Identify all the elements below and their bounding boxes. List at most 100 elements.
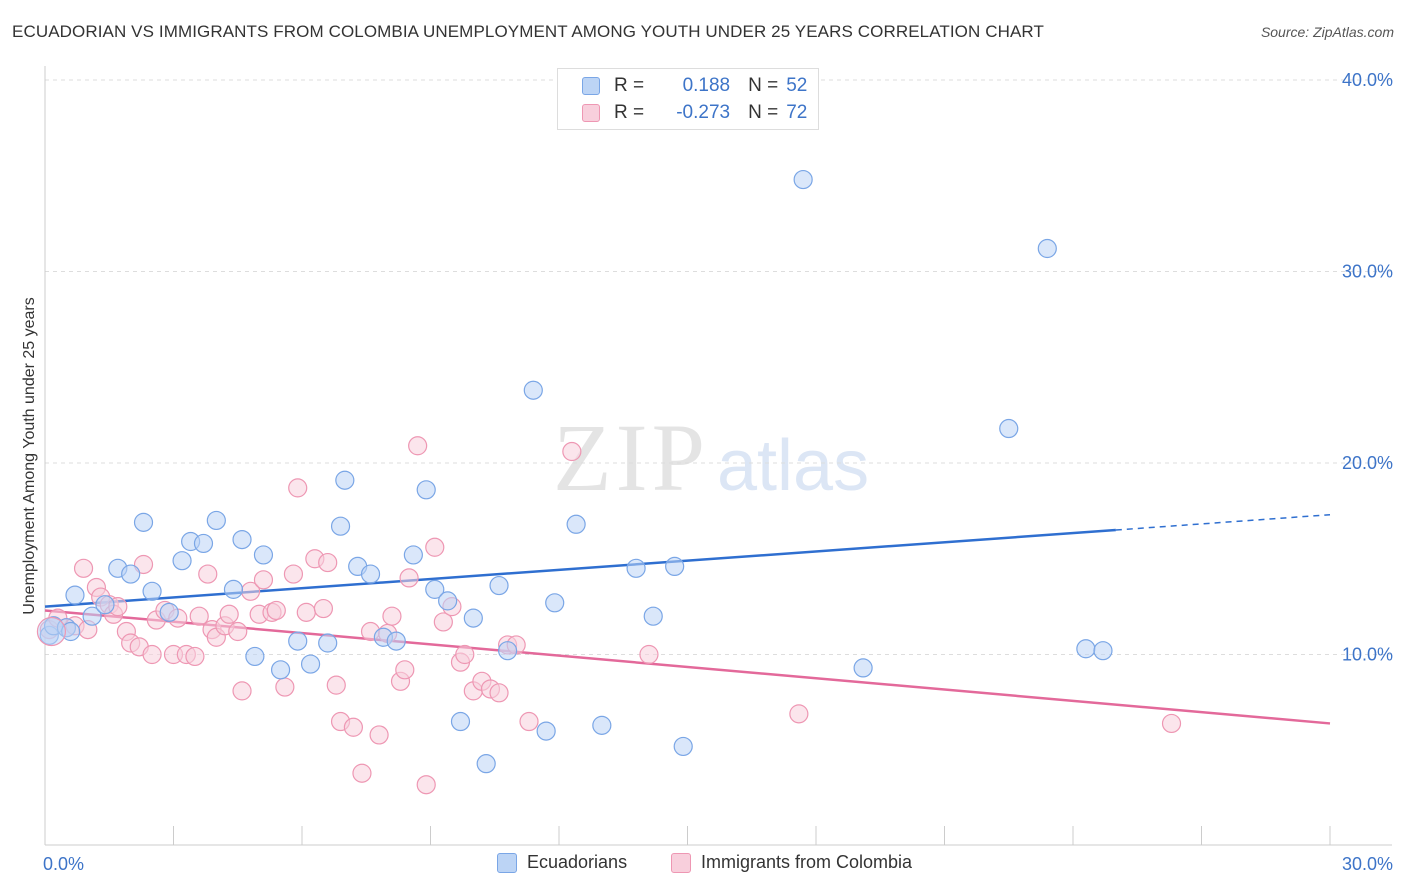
ecuadorian-point [498,641,518,661]
ecuadorian-trend-extension [1115,513,1331,531]
ecuadorian-point [82,606,102,626]
x-tick-label: 30.0% [1342,854,1393,874]
colombia-point [326,675,346,695]
ecuadorian-trend-line [44,528,1116,608]
ecuadorian-point [245,646,265,667]
colombia-point [253,570,274,590]
colombia-point [142,644,162,665]
legend-swatch-blue [582,77,600,95]
legend-item-colombia: Immigrants from Colombia [671,852,912,873]
colombia-point [198,564,218,584]
ecuadorian-point [425,579,445,599]
legend-row-colombia: R = -0.273 N = 72 [582,100,807,126]
ecuadorian-point [253,545,274,565]
colombia-point [395,660,415,680]
colombia-point [219,604,239,624]
y-tick-label: 20.0% [1342,453,1393,473]
legend-r-value: 0.188 [682,75,731,96]
source-label: Source: ZipAtlas.com [1260,24,1394,40]
colombia-point [562,441,582,462]
trend-lines [44,513,1331,725]
ecuadorian-point [853,658,873,678]
colombia-point [296,602,316,622]
colombia-point [133,554,154,575]
ecuadorian-point [121,564,141,584]
colombia-point [352,763,372,783]
colombia-point [382,606,402,626]
ecuadorian-point [386,631,406,651]
ecuadorian-point [288,631,308,651]
colombia-point [1161,713,1182,734]
grid [45,79,1392,655]
ecuadorian-point [438,591,458,611]
colombia-point [189,606,209,626]
ecuadorian-point [592,715,612,735]
colombia-point [369,725,389,745]
legend-n-value: 72 [786,102,808,123]
ecuadorian-point [450,711,471,732]
ecuadorian-point [643,606,663,626]
ecuadorian-point [489,575,509,596]
colombia-point [288,478,308,498]
ecuadorian-point [403,545,423,565]
ecuadorian-point [223,579,244,599]
ecuadorian-point [133,512,154,532]
ecuadorian-point [536,721,556,741]
legend-swatch-blue [497,852,517,873]
ecuadorian-point [172,551,192,571]
legend-n-label: N = [748,102,779,123]
ecuadorian-point [193,533,214,554]
axes [44,66,1392,846]
colombia-point [425,537,445,557]
legend-r-label: R = [614,102,645,123]
ecuadorian-point [1093,641,1113,661]
ecuadorian-point [523,380,543,400]
cluster-point [36,616,67,647]
colombia-trend-line [44,609,1331,725]
legend-row-ecuadorians: R = 0.188 N = 52 [582,73,807,99]
legend-swatch-pink [671,852,691,873]
ecuadorian-point [566,514,586,534]
colombia-point [789,704,809,724]
ecuadorian-point [626,558,646,578]
ecuadorian-point [545,593,565,613]
ecuadorian-point [65,585,85,605]
ecuadorian-point [463,608,483,628]
colombia-point [313,598,334,619]
y-tick-label: 30.0% [1342,262,1393,282]
legend-n-value: 52 [786,75,808,96]
legend-n-label: N = [748,75,779,96]
colombia-point [455,644,475,665]
y-tick-label: 40.0% [1342,70,1393,90]
y-tick-label: 10.0% [1342,645,1393,665]
colombia-point [266,600,286,621]
colombia-point [519,711,539,732]
colombia-point [283,564,304,584]
legend-swatch-pink [582,104,600,122]
ecuadorian-point [793,169,813,190]
ecuadorian-point [318,633,338,653]
chart-title: ECUADORIAN VS IMMIGRANTS FROM COLOMBIA U… [12,22,1044,41]
colombia-point [433,612,453,632]
colombia-point [228,621,248,642]
ecuadorian-point [335,470,355,490]
ecuadorian-point [300,654,321,674]
ecuadorian-point [159,602,179,622]
colombia-point [185,646,205,667]
colombia-point [275,677,295,697]
correlation-legend: R = 0.188 N = 52 R = -0.273 N = 72 [557,68,819,130]
legend-label-colombia: Immigrants from Colombia [701,852,913,872]
ecuadorian-point [232,529,252,550]
ecuadorian-point [206,510,226,531]
colombia-point [399,568,419,588]
ecuadorian-point [360,564,381,584]
ecuadorian-point [999,418,1019,439]
colombia-point [73,558,94,578]
colombia-point [489,683,509,703]
x-tick-label: 0.0% [43,854,84,874]
ecuadorian-point [476,754,496,774]
colombia-point [232,681,252,701]
ecuadorian-point [1076,639,1096,659]
ecuadorian-point [270,660,291,680]
